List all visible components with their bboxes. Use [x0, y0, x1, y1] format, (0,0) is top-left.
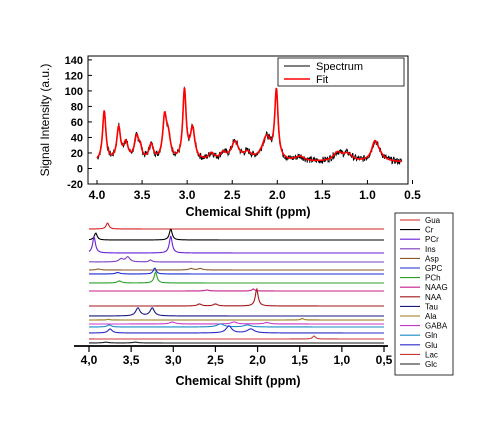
component-trace-glu	[88, 325, 384, 334]
fit-chart: -20 0 20 40 60 80 100 120 140 4.0 3.5 3.0 2.5 2.0 1.5…	[38, 55, 421, 219]
component-legend-label: Cr	[425, 226, 434, 235]
component-trace-naag	[89, 288, 384, 292]
fit-y-tick-label: 140	[65, 55, 83, 67]
fit-chart-x-ticks: 4.0 3.5 3.0 2.5 2.0 1.5 1.0 0.5	[89, 180, 421, 202]
component-x-tick-label: 2,5	[207, 353, 224, 367]
fit-x-tick-label: 3.5	[134, 188, 151, 202]
fit-chart-x-axis-label: Chemical Shift (ppm)	[185, 205, 310, 219]
component-trace-gpc	[89, 267, 384, 275]
component-legend-label: PCh	[425, 274, 441, 283]
component-legend-label: Tau	[425, 302, 438, 311]
legend-label-fit: Fit	[316, 74, 328, 86]
fit-y-tick-label: 60	[71, 117, 83, 129]
component-x-tick-label: 3,0	[165, 353, 182, 367]
component-traces	[88, 222, 384, 344]
component-legend-label: Gln	[425, 331, 437, 340]
fit-y-tick-label: 20	[71, 148, 83, 160]
component-legend-label: Ins	[425, 245, 436, 254]
fit-x-tick-label: 1.0	[359, 188, 376, 202]
legend-box	[277, 57, 405, 87]
component-chart-x-axis-label: Chemical Shift (ppm)	[175, 374, 300, 388]
component-trace-cr	[88, 228, 384, 241]
fit-y-tick-label: 80	[71, 101, 83, 113]
fit-line	[96, 87, 402, 163]
component-trace-pch	[89, 270, 384, 284]
component-chart-legend: GuaCrPCrInsAspGPCPChNAAGNAATauAlaGABAGln…	[394, 212, 454, 376]
component-legend-box	[394, 212, 454, 376]
fit-x-tick-label: 1.5	[314, 188, 331, 202]
component-trace-gaba	[89, 321, 384, 325]
component-x-tick-label: 1,5	[291, 353, 308, 367]
fit-chart-frame	[87, 55, 409, 185]
legend-label-spectrum: Spectrum	[316, 61, 363, 73]
component-trace-ins	[88, 256, 384, 263]
fit-x-tick-label: 2.0	[269, 188, 286, 202]
component-x-tick-label: 3,5	[123, 353, 140, 367]
component-x-tick-label: 1,0	[334, 353, 351, 367]
component-legend-label: GPC	[425, 264, 443, 273]
fit-chart-legend: Spectrum Fit	[277, 57, 405, 87]
component-trace-lac	[88, 335, 384, 340]
fit-chart-y-ticks: -20 0 20 40 60 80 100 120 140	[65, 55, 92, 191]
fit-x-tick-label: 0.5	[404, 188, 421, 202]
component-trace-pcr	[88, 235, 384, 254]
component-trace-tau	[88, 307, 384, 317]
component-legend-label: GABA	[425, 322, 448, 331]
component-trace-glc	[89, 341, 384, 344]
component-legend-label: NAA	[425, 293, 442, 302]
fit-y-tick-label: 40	[71, 132, 83, 144]
component-legend-label: Glc	[425, 360, 437, 369]
fit-chart-y-axis-label: Signal Intensity (a.u.)	[38, 64, 52, 177]
component-legend-label: Asp	[425, 254, 439, 263]
component-chart: 4,0 3,5 3,0 2,5 2,0 1,5 1,0 0,5 Chemical Shift …	[74, 212, 454, 388]
fit-x-tick-label: 3.0	[179, 188, 196, 202]
component-trace-naa	[89, 287, 384, 307]
component-trace-ala	[89, 317, 384, 321]
component-legend-label: Ala	[425, 312, 437, 321]
fit-y-tick-label: -20	[67, 179, 83, 191]
component-x-tick-label: 0,5	[376, 353, 393, 367]
component-legend-label: Glu	[425, 341, 437, 350]
component-trace-gua	[89, 222, 384, 230]
fit-x-tick-label: 2.5	[224, 188, 241, 202]
fit-y-tick-label: 120	[65, 70, 83, 82]
component-trace-asp	[88, 267, 384, 271]
component-chart-x-ticks: 4,0 3,5 3,0 2,5 2,0 1,5 1,0 0,5	[81, 346, 393, 367]
component-legend-label: Gua	[425, 216, 441, 225]
fit-x-tick-label: 4.0	[89, 188, 106, 202]
component-legend-label: NAAG	[425, 283, 448, 292]
component-trace-gln	[89, 323, 384, 328]
component-legend-label: PCr	[425, 235, 439, 244]
fit-y-tick-label: 100	[65, 86, 83, 98]
component-legend-entries: GuaCrPCrInsAspGPCPChNAAGNAATauAlaGABAGln…	[400, 216, 448, 369]
component-x-tick-label: 2,0	[249, 353, 266, 367]
component-x-tick-label: 4,0	[81, 353, 98, 367]
fit-y-tick-label: 0	[77, 163, 83, 175]
component-legend-label: Lac	[425, 350, 438, 359]
